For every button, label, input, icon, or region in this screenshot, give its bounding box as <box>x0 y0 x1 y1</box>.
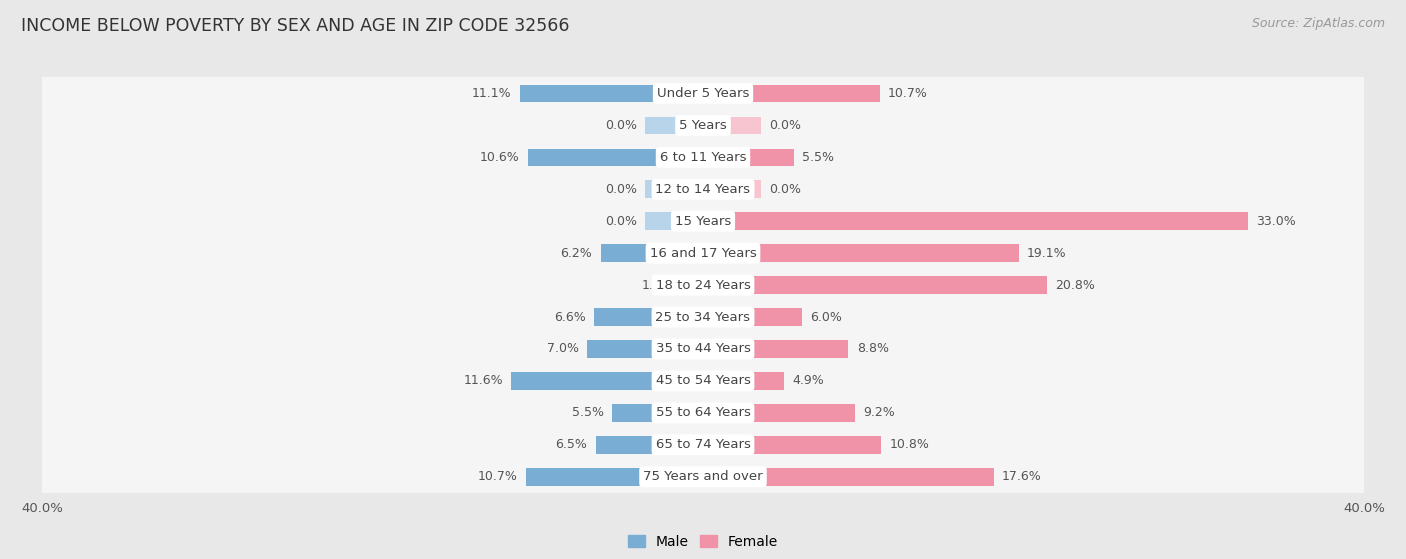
Bar <box>703 181 761 198</box>
FancyBboxPatch shape <box>42 461 1364 492</box>
Text: 6.5%: 6.5% <box>555 438 588 451</box>
Text: 6.2%: 6.2% <box>561 247 592 259</box>
Text: 65 to 74 Years: 65 to 74 Years <box>655 438 751 451</box>
Text: 0.0%: 0.0% <box>769 119 801 132</box>
Text: 7.0%: 7.0% <box>547 343 579 356</box>
Bar <box>703 436 882 453</box>
FancyBboxPatch shape <box>42 397 1364 429</box>
Text: 33.0%: 33.0% <box>1257 215 1296 228</box>
Text: 0.0%: 0.0% <box>605 215 637 228</box>
Text: 5 Years: 5 Years <box>679 119 727 132</box>
FancyBboxPatch shape <box>42 301 1364 333</box>
Text: 6.0%: 6.0% <box>810 311 842 324</box>
Text: 8.8%: 8.8% <box>856 343 889 356</box>
Bar <box>527 149 703 166</box>
Bar <box>645 117 703 134</box>
Text: 6 to 11 Years: 6 to 11 Years <box>659 151 747 164</box>
Text: 5.5%: 5.5% <box>572 406 605 419</box>
Text: 9.2%: 9.2% <box>863 406 896 419</box>
Bar <box>703 84 880 102</box>
FancyBboxPatch shape <box>42 269 1364 301</box>
Bar <box>703 372 785 390</box>
Text: 11.1%: 11.1% <box>472 87 512 100</box>
Text: 20.8%: 20.8% <box>1054 278 1095 292</box>
Text: 4.9%: 4.9% <box>792 375 824 387</box>
Text: 1.3%: 1.3% <box>641 278 673 292</box>
Bar <box>593 308 703 326</box>
FancyBboxPatch shape <box>42 429 1364 461</box>
FancyBboxPatch shape <box>42 333 1364 365</box>
Text: 17.6%: 17.6% <box>1002 470 1042 483</box>
Text: 0.0%: 0.0% <box>605 183 637 196</box>
Bar <box>596 436 703 453</box>
Bar <box>703 212 1249 230</box>
Text: 19.1%: 19.1% <box>1026 247 1066 259</box>
FancyBboxPatch shape <box>42 365 1364 397</box>
FancyBboxPatch shape <box>42 237 1364 269</box>
Text: 6.6%: 6.6% <box>554 311 586 324</box>
Bar <box>612 404 703 421</box>
Text: INCOME BELOW POVERTY BY SEX AND AGE IN ZIP CODE 32566: INCOME BELOW POVERTY BY SEX AND AGE IN Z… <box>21 17 569 35</box>
FancyBboxPatch shape <box>42 205 1364 237</box>
Legend: Male, Female: Male, Female <box>623 529 783 555</box>
FancyBboxPatch shape <box>42 110 1364 141</box>
Text: 5.5%: 5.5% <box>801 151 834 164</box>
Bar <box>703 308 801 326</box>
FancyBboxPatch shape <box>42 78 1364 110</box>
Bar <box>703 468 994 486</box>
Text: 12 to 14 Years: 12 to 14 Years <box>655 183 751 196</box>
Bar <box>703 276 1046 294</box>
Bar <box>703 404 855 421</box>
Text: 10.6%: 10.6% <box>479 151 520 164</box>
Text: 18 to 24 Years: 18 to 24 Years <box>655 278 751 292</box>
Text: 16 and 17 Years: 16 and 17 Years <box>650 247 756 259</box>
Text: 11.6%: 11.6% <box>464 375 503 387</box>
Bar <box>588 340 703 358</box>
Text: 0.0%: 0.0% <box>769 183 801 196</box>
FancyBboxPatch shape <box>42 141 1364 173</box>
Bar <box>645 181 703 198</box>
Bar <box>520 84 703 102</box>
Text: 0.0%: 0.0% <box>605 119 637 132</box>
Bar <box>682 276 703 294</box>
Bar <box>703 340 848 358</box>
Text: 75 Years and over: 75 Years and over <box>643 470 763 483</box>
FancyBboxPatch shape <box>42 173 1364 205</box>
Text: 25 to 34 Years: 25 to 34 Years <box>655 311 751 324</box>
Text: 45 to 54 Years: 45 to 54 Years <box>655 375 751 387</box>
Bar <box>512 372 703 390</box>
Text: 10.8%: 10.8% <box>890 438 929 451</box>
Bar <box>703 244 1018 262</box>
Text: Source: ZipAtlas.com: Source: ZipAtlas.com <box>1251 17 1385 30</box>
Text: Under 5 Years: Under 5 Years <box>657 87 749 100</box>
Text: 10.7%: 10.7% <box>889 87 928 100</box>
Text: 55 to 64 Years: 55 to 64 Years <box>655 406 751 419</box>
Text: 10.7%: 10.7% <box>478 470 517 483</box>
Bar <box>703 117 761 134</box>
Bar <box>526 468 703 486</box>
Bar <box>645 212 703 230</box>
Text: 35 to 44 Years: 35 to 44 Years <box>655 343 751 356</box>
Bar <box>600 244 703 262</box>
Bar <box>703 149 794 166</box>
Text: 15 Years: 15 Years <box>675 215 731 228</box>
